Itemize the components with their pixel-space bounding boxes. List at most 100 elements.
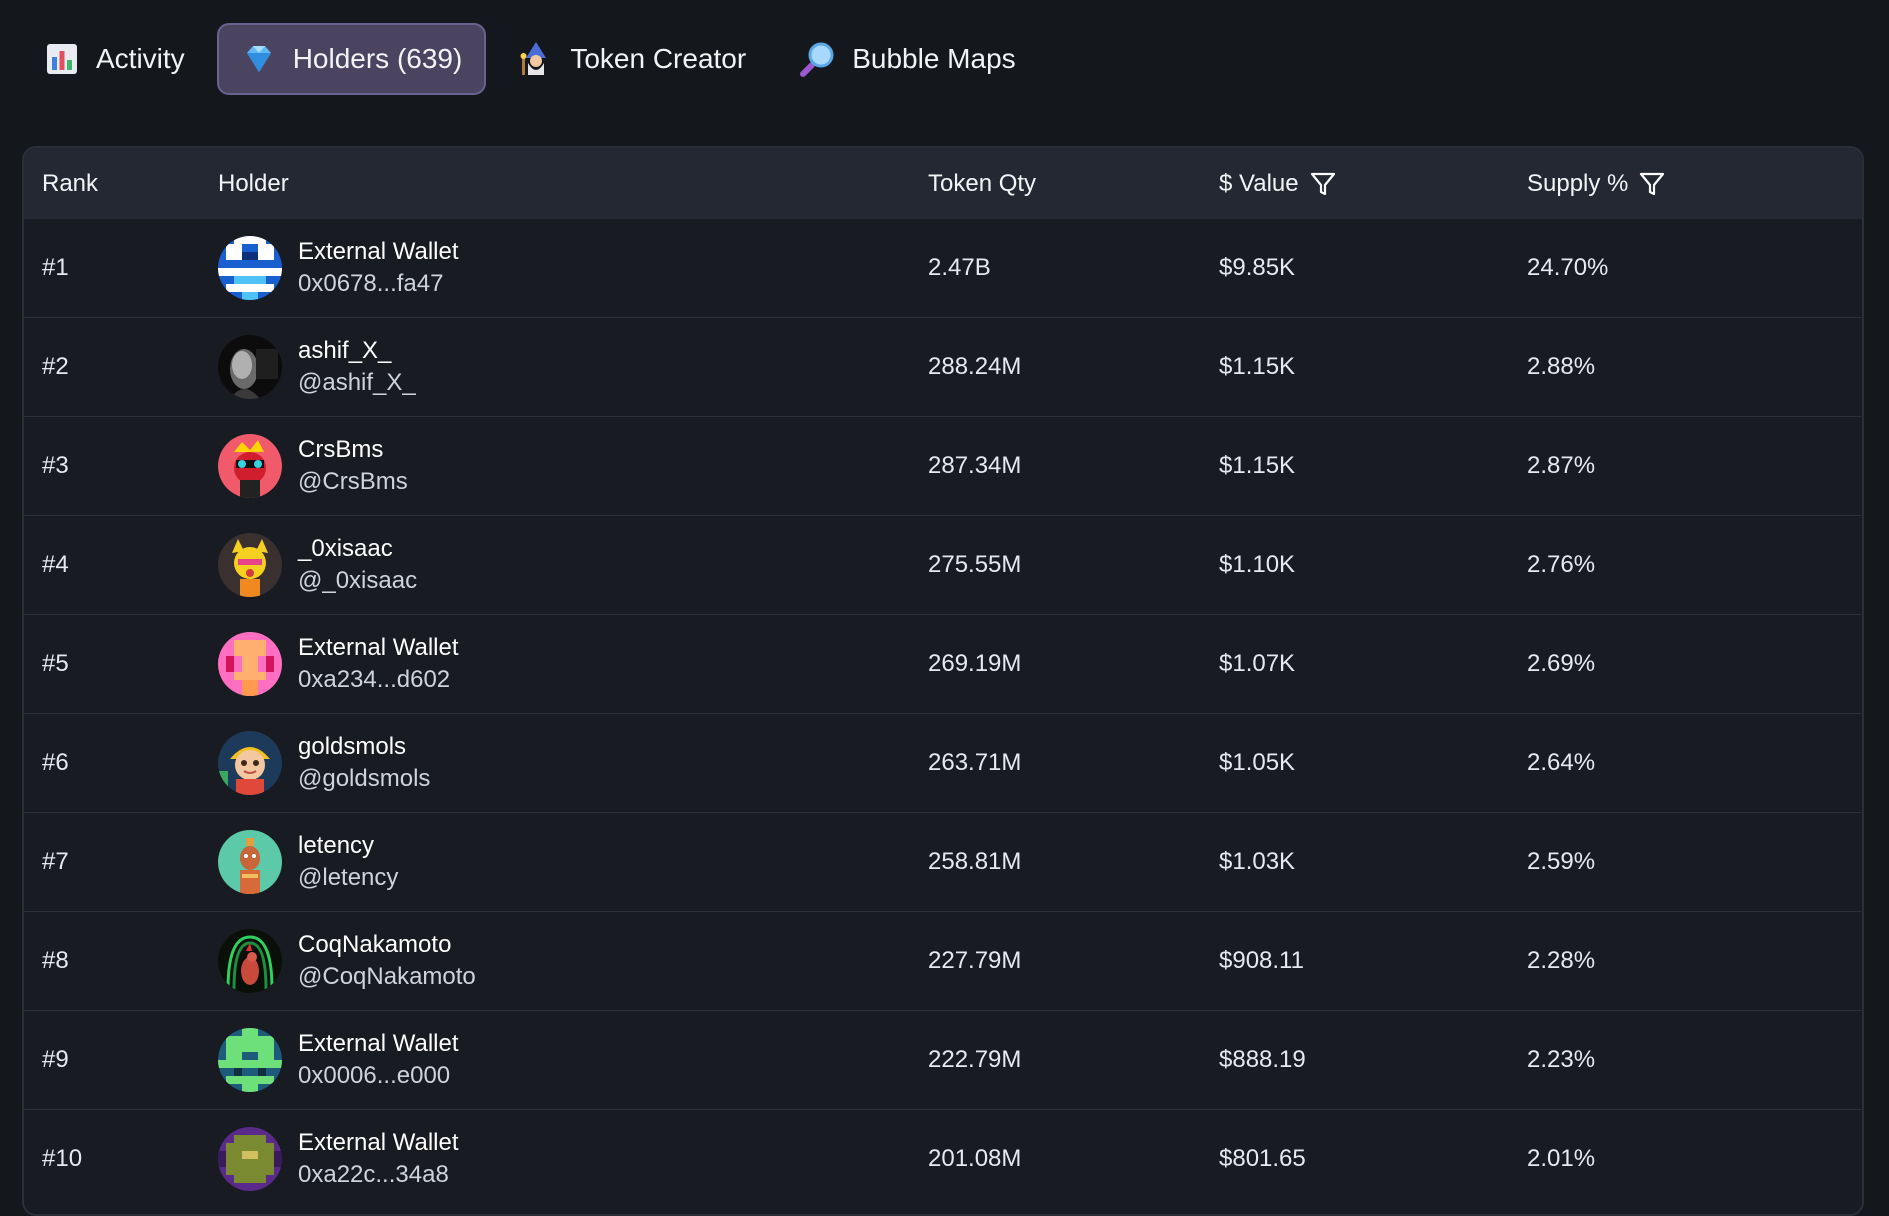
tab-bubble-maps[interactable]: Bubble Maps bbox=[778, 23, 1037, 95]
holder-address[interactable]: 0xa234...d602 bbox=[298, 666, 451, 693]
supply-cell: 2.64% bbox=[1527, 749, 1596, 776]
table-row[interactable]: #4 _0xisaac @_0xisaac bbox=[24, 516, 1862, 615]
holders-table: Rank Holder Token Qty $ Value Supply % #… bbox=[22, 146, 1864, 1216]
avatar bbox=[218, 929, 282, 993]
table-row[interactable]: #2 ashif_X_ @ashif_X_ 288.24M $ bbox=[24, 318, 1862, 417]
supply-cell: 2.88% bbox=[1527, 353, 1596, 380]
avatar bbox=[218, 632, 282, 696]
holder-cell[interactable]: External Wallet 0x0678...fa47 bbox=[218, 219, 459, 317]
header-value-label: $ Value bbox=[1219, 169, 1299, 197]
tab-holders-label: Holders (639) bbox=[292, 42, 463, 74]
holder-name[interactable]: External Wallet bbox=[298, 1030, 459, 1057]
gem-icon bbox=[241, 41, 277, 77]
holder-cell[interactable]: External Wallet 0xa234...d602 bbox=[218, 615, 459, 713]
rank-cell: #1 bbox=[42, 254, 69, 281]
supply-cell: 2.28% bbox=[1527, 947, 1596, 974]
holder-cell[interactable]: _0xisaac @_0xisaac bbox=[218, 516, 417, 614]
value-cell: $888.19 bbox=[1219, 1046, 1306, 1073]
header-holder-label: Holder bbox=[218, 169, 289, 197]
token-qty-cell: 275.55M bbox=[928, 551, 1022, 578]
avatar bbox=[218, 1028, 282, 1092]
avatar bbox=[218, 533, 282, 597]
supply-cell: 2.76% bbox=[1527, 551, 1596, 578]
rank-cell: #4 bbox=[42, 551, 69, 578]
holder-cell[interactable]: External Wallet 0x0006...e000 bbox=[218, 1011, 459, 1109]
tab-activity[interactable]: Activity bbox=[22, 23, 207, 95]
table-row[interactable]: #3 CrsBms @CrsBms bbox=[24, 417, 1862, 516]
holder-handle[interactable]: @goldsmols bbox=[298, 765, 431, 792]
holder-name[interactable]: ashif_X_ bbox=[298, 337, 392, 364]
holder-name[interactable]: CoqNakamoto bbox=[298, 931, 452, 958]
rank-cell: #9 bbox=[42, 1046, 69, 1073]
value-cell: $1.15K bbox=[1219, 452, 1296, 479]
table-row[interactable]: #1 External Walle bbox=[24, 219, 1862, 318]
supply-cell: 2.01% bbox=[1527, 1145, 1596, 1172]
header-supply-label: Supply % bbox=[1527, 169, 1629, 197]
holder-cell[interactable]: letency @letency bbox=[218, 813, 398, 911]
wizard-icon bbox=[518, 41, 554, 77]
table-row[interactable]: #8 CoqNakamoto @CoqNakamoto bbox=[24, 912, 1862, 1011]
rank-cell: #2 bbox=[42, 353, 69, 380]
table-body: #1 External Walle bbox=[24, 219, 1862, 1208]
table-row[interactable]: #5 External Wallet 0xa234...d602 bbox=[24, 615, 1862, 714]
holder-name[interactable]: _0xisaac bbox=[298, 535, 393, 562]
holder-name[interactable]: CrsBms bbox=[298, 436, 384, 463]
token-qty-cell: 269.19M bbox=[928, 650, 1022, 677]
tab-token-creator-label: Token Creator bbox=[570, 42, 747, 74]
filter-icon[interactable] bbox=[1309, 170, 1337, 198]
header-token-qty-label: Token Qty bbox=[928, 169, 1037, 197]
table-row[interactable]: #9 External Walle bbox=[24, 1011, 1862, 1110]
supply-cell: 2.69% bbox=[1527, 650, 1596, 677]
value-cell: $1.07K bbox=[1219, 650, 1296, 677]
token-qty-cell: 258.81M bbox=[928, 848, 1022, 875]
tab-token-creator[interactable]: Token Creator bbox=[496, 23, 768, 95]
table-row[interactable]: #7 letency @letency bbox=[24, 813, 1862, 912]
holder-name[interactable]: letency bbox=[298, 832, 375, 859]
holder-address[interactable]: 0x0006...e000 bbox=[298, 1062, 451, 1089]
table-header: Rank Holder Token Qty $ Value Supply % bbox=[24, 148, 1862, 219]
header-holder: Holder bbox=[218, 148, 289, 219]
tab-bar: Activity Holders (639) Token Creator bbox=[22, 22, 1038, 95]
holder-handle[interactable]: @_0xisaac bbox=[298, 567, 418, 594]
holder-name[interactable]: External Wallet bbox=[298, 238, 459, 265]
avatar bbox=[218, 335, 282, 399]
holder-cell[interactable]: goldsmols @goldsmols bbox=[218, 714, 430, 812]
token-qty-cell: 201.08M bbox=[928, 1145, 1022, 1172]
header-value[interactable]: $ Value bbox=[1219, 148, 1337, 219]
table-row[interactable]: #10 External Wallet 0xa22c...34a8 bbox=[24, 1110, 1862, 1208]
rank-cell: #10 bbox=[42, 1145, 83, 1172]
holder-address[interactable]: 0x0678...fa47 bbox=[298, 270, 444, 297]
holder-cell[interactable]: CoqNakamoto @CoqNakamoto bbox=[218, 912, 476, 1010]
tab-holders[interactable]: Holders (639) bbox=[216, 22, 487, 95]
holder-name[interactable]: External Wallet bbox=[298, 1129, 459, 1156]
header-rank-label: Rank bbox=[42, 169, 99, 197]
value-cell: $1.10K bbox=[1219, 551, 1296, 578]
table-row[interactable]: #6 goldsmols @goldsm bbox=[24, 714, 1862, 813]
value-cell: $1.03K bbox=[1219, 848, 1296, 875]
holder-handle[interactable]: @letency bbox=[298, 864, 399, 891]
supply-cell: 2.87% bbox=[1527, 452, 1596, 479]
magnifier-icon bbox=[800, 41, 836, 77]
holder-cell[interactable]: ashif_X_ @ashif_X_ bbox=[218, 318, 416, 416]
holder-address[interactable]: 0xa22c...34a8 bbox=[298, 1161, 449, 1188]
filter-icon[interactable] bbox=[1638, 170, 1666, 198]
holder-handle[interactable]: @CrsBms bbox=[298, 468, 408, 495]
header-rank: Rank bbox=[42, 148, 98, 219]
holder-cell[interactable]: CrsBms @CrsBms bbox=[218, 417, 408, 515]
token-qty-cell: 288.24M bbox=[928, 353, 1022, 380]
holder-name[interactable]: External Wallet bbox=[298, 634, 459, 661]
avatar bbox=[218, 830, 282, 894]
holder-handle[interactable]: @ashif_X_ bbox=[298, 369, 416, 396]
tab-bubble-maps-label: Bubble Maps bbox=[852, 42, 1016, 74]
holder-cell[interactable]: External Wallet 0xa22c...34a8 bbox=[218, 1110, 459, 1208]
value-cell: $801.65 bbox=[1219, 1145, 1306, 1172]
rank-cell: #3 bbox=[42, 452, 69, 479]
rank-cell: #7 bbox=[42, 848, 69, 875]
tab-activity-label: Activity bbox=[96, 42, 185, 74]
holder-handle[interactable]: @CoqNakamoto bbox=[298, 963, 476, 990]
token-qty-cell: 222.79M bbox=[928, 1046, 1022, 1073]
supply-cell: 24.70% bbox=[1527, 254, 1609, 281]
value-cell: $908.11 bbox=[1219, 947, 1304, 974]
header-supply[interactable]: Supply % bbox=[1527, 148, 1666, 219]
holder-name[interactable]: goldsmols bbox=[298, 733, 407, 760]
